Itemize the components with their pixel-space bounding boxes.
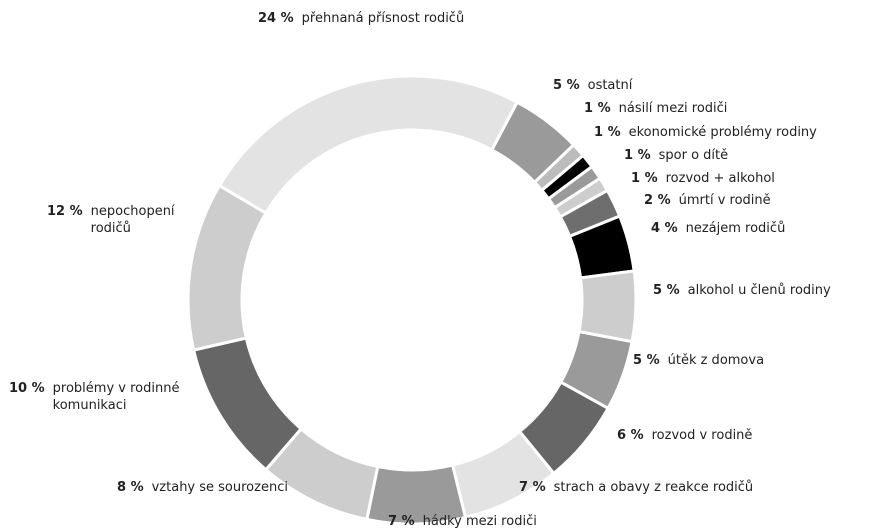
value-label: 12 % [47, 204, 83, 219]
category-label: problémy v rodinné komunikaci [52, 381, 180, 413]
slice-label: 5 % ostatní [553, 77, 632, 94]
slice-label: 5 % útěk z domova [633, 352, 764, 369]
value-label: 1 % [594, 125, 621, 140]
slice-label: 1 % ekonomické problémy rodiny [594, 124, 817, 141]
category-label: rozvod v rodině [651, 428, 753, 443]
value-label: 7 % [519, 480, 546, 495]
slice-label: 6 % rozvod v rodině [617, 427, 752, 444]
value-label: 1 % [624, 148, 651, 163]
category-label: přehnaná přísnost rodičů [301, 11, 465, 26]
slice-label: 7 % strach a obavy z reakce rodičů [519, 479, 753, 496]
category-label: ostatní [587, 78, 633, 93]
category-label: úmrtí v rodině [678, 193, 771, 208]
category-label: nepochopení rodičů [90, 204, 175, 236]
value-label: 1 % [584, 101, 611, 116]
slice-label: 1 % spor o dítě [624, 147, 728, 164]
slice-label: 1 % násilí mezi rodiči [584, 100, 727, 117]
slice-label: 12 % nepochopení rodičů [47, 203, 181, 237]
slice-label: 2 % úmrtí v rodině [644, 192, 771, 209]
value-label: 6 % [617, 428, 644, 443]
slice-label: 24 % přehnaná přísnost rodičů [258, 10, 464, 27]
slice-label: 7 % hádky mezi rodiči [388, 513, 537, 530]
category-label: strach a obavy z reakce rodičů [553, 480, 754, 495]
donut-segment [217, 74, 520, 216]
value-label: 7 % [388, 514, 415, 529]
slice-label: 8 % vztahy se sourozenci [117, 479, 288, 496]
slice-label: 5 % alkohol u členů rodiny [653, 282, 831, 299]
value-label: 2 % [644, 193, 671, 208]
donut-segment [186, 183, 268, 352]
value-label: 5 % [633, 353, 660, 368]
slice-label: 4 % nezájem rodičů [651, 220, 785, 237]
donut-segment [577, 269, 638, 344]
category-label: alkohol u členů rodiny [687, 283, 831, 298]
value-label: 10 % [9, 381, 45, 396]
slice-label: 1 % rozvod + alkohol [631, 170, 775, 187]
value-label: 1 % [631, 171, 658, 186]
category-label: útěk z domova [667, 353, 765, 368]
slice-label: 10 % problémy v rodinné komunikaci [9, 380, 203, 414]
category-label: rozvod + alkohol [665, 171, 775, 186]
category-label: nezájem rodičů [685, 221, 786, 236]
category-label: vztahy se sourozenci [151, 480, 288, 495]
value-label: 5 % [553, 78, 580, 93]
value-label: 4 % [651, 221, 678, 236]
category-label: hádky mezi rodiči [422, 514, 537, 529]
value-label: 24 % [258, 11, 294, 26]
category-label: násilí mezi rodiči [618, 101, 728, 116]
category-label: spor o dítě [658, 148, 729, 163]
value-label: 8 % [117, 480, 144, 495]
category-label: ekonomické problémy rodiny [628, 125, 817, 140]
value-label: 5 % [653, 283, 680, 298]
